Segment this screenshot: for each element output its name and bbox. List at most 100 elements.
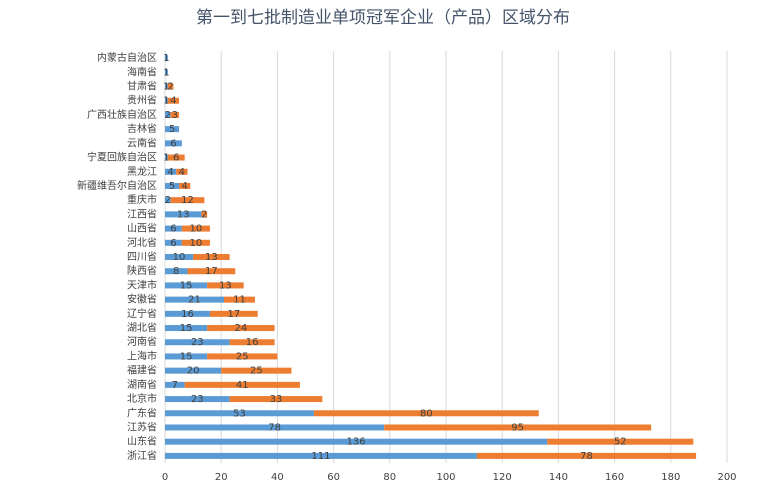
bar-segment — [165, 396, 230, 403]
data-label: 33 — [270, 394, 283, 405]
bar-segment — [181, 239, 210, 246]
bar-segment — [165, 296, 225, 303]
data-label: 21 — [188, 295, 201, 306]
x-tick-label: 80 — [383, 472, 396, 483]
y-tick-label: 吉林省 — [127, 122, 157, 135]
bar-segment — [167, 83, 174, 90]
data-label: 53 — [233, 408, 246, 419]
x-tick-label: 20 — [215, 472, 228, 483]
bar-segment — [170, 111, 180, 118]
y-tick-label: 海南省 — [127, 65, 157, 78]
bar-segment — [176, 168, 188, 175]
y-tick-label: 河北省 — [127, 236, 157, 249]
data-label: 17 — [205, 266, 218, 277]
bar-segment — [165, 381, 185, 388]
data-label: 1 — [163, 82, 169, 93]
y-tick-label: 广西壮族自治区 — [87, 108, 157, 121]
bar-segment — [476, 452, 697, 459]
bar-segment — [201, 211, 208, 218]
bar-segment — [165, 424, 385, 431]
bar-segment — [229, 339, 275, 346]
y-tick-label: 重庆市 — [127, 193, 157, 206]
bar-segment — [165, 438, 548, 445]
bar-segment — [165, 182, 180, 189]
data-label: 1 — [163, 67, 169, 78]
data-label: 15 — [180, 280, 193, 291]
y-tick-label: 上海市 — [127, 349, 157, 362]
y-tick-label: 陕西省 — [127, 264, 157, 277]
data-label: 13 — [219, 280, 232, 291]
bar-segment — [209, 310, 258, 317]
data-label: 17 — [227, 309, 240, 320]
y-tick-label: 广东省 — [127, 406, 157, 419]
data-label: 12 — [181, 195, 194, 206]
bar-segment — [165, 225, 182, 232]
bar-segment — [165, 69, 168, 76]
x-tick-label: 200 — [717, 472, 736, 483]
bar-segment — [167, 154, 185, 161]
data-label: 136 — [347, 437, 366, 448]
chart-title: 第一到七批制造业单项冠军企业（产品）区域分布 — [196, 8, 570, 28]
data-label: 2 — [201, 209, 207, 220]
bar-segment — [165, 111, 171, 118]
bar-segment — [207, 282, 244, 289]
y-tick-label: 甘肃省 — [127, 80, 157, 93]
bar-segment — [165, 140, 182, 147]
bar-segment — [229, 396, 323, 403]
bar-segment — [165, 197, 171, 204]
data-label: 10 — [173, 252, 186, 263]
x-tick-label: 60 — [327, 472, 340, 483]
bar-segment — [165, 254, 194, 260]
x-tick-label: 160 — [605, 472, 624, 483]
bar-segment — [165, 126, 180, 133]
bar-segment — [207, 325, 275, 332]
bar-segment — [165, 452, 477, 459]
bar-segment — [165, 55, 168, 62]
data-label: 6 — [170, 224, 176, 235]
data-label: 78 — [268, 422, 281, 433]
data-label: 13 — [205, 252, 218, 263]
data-label: 24 — [235, 323, 248, 334]
y-tick-label: 山东省 — [127, 435, 157, 448]
data-label: 4 — [170, 96, 176, 107]
bar-segment — [165, 83, 168, 90]
data-label: 1 — [163, 53, 169, 64]
y-tick-label: 湖南省 — [127, 378, 157, 391]
data-label: 20 — [187, 366, 200, 377]
y-tick-label: 江西省 — [127, 207, 157, 220]
y-tick-label: 天津市 — [127, 278, 157, 291]
bar-segment — [165, 268, 188, 275]
data-label: 1 — [163, 153, 169, 164]
bar-segment — [313, 410, 539, 417]
data-label: 15 — [180, 323, 193, 334]
x-tick-label: 100 — [436, 472, 455, 483]
bar-segment — [167, 97, 180, 104]
bar-segment — [547, 438, 694, 445]
y-tick-label: 浙江省 — [127, 449, 157, 462]
y-tick-label: 山西省 — [127, 222, 157, 235]
x-tick-label: 40 — [271, 472, 284, 483]
bar-segment — [165, 410, 314, 417]
y-tick-label: 云南省 — [127, 136, 157, 149]
data-label: 7 — [172, 380, 178, 391]
x-tick-label: 180 — [661, 472, 680, 483]
y-tick-label: 河南省 — [127, 335, 157, 348]
bar-segment — [384, 424, 652, 431]
bar-segment — [193, 254, 230, 260]
data-label: 2 — [167, 82, 173, 93]
data-label: 16 — [246, 337, 259, 348]
bar-segment — [165, 325, 208, 332]
y-tick-label: 安徽省 — [127, 293, 157, 306]
data-label: 23 — [191, 394, 204, 405]
y-tick-label: 北京市 — [127, 392, 157, 405]
bar-segment — [165, 367, 222, 374]
data-label: 11 — [233, 295, 246, 306]
data-label: 16 — [181, 309, 194, 320]
bar-segment — [165, 282, 208, 289]
data-label: 23 — [191, 337, 204, 348]
bar-segment — [170, 197, 205, 204]
bar-segment — [187, 268, 236, 275]
data-label: 4 — [179, 167, 185, 178]
bar-segment — [165, 239, 182, 246]
data-label: 80 — [420, 408, 433, 419]
